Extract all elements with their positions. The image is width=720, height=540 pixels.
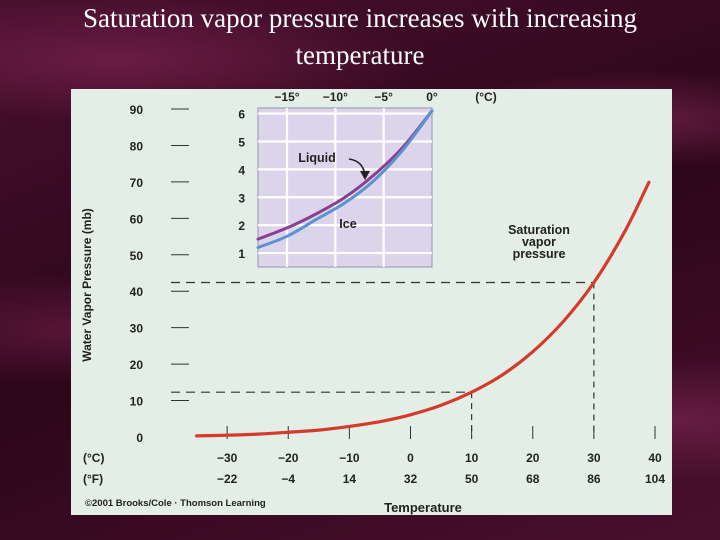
y-tick-label-80: 80	[130, 139, 144, 153]
inset-x-tick-label-0: −15°	[274, 90, 299, 104]
annotation-line-3: pressure	[513, 247, 566, 261]
y-tick-label-30: 30	[130, 322, 144, 336]
y-tick-label-70: 70	[130, 176, 144, 190]
x-tick-label-f-104: 104	[645, 472, 665, 486]
inset-x-unit: (°C)	[475, 90, 496, 104]
x-tick-label-c-20: 20	[526, 451, 540, 465]
slide-title-line2: temperature	[295, 40, 425, 70]
x-tick-label-c-10: 10	[465, 451, 479, 465]
saturation-curve	[195, 180, 651, 438]
inset-y-tick-label-6: 6	[238, 108, 245, 122]
y-tick-label-90: 90	[130, 103, 144, 117]
x-tick-label-c--10: −10	[339, 451, 360, 465]
x-tick-label-c--30: −30	[217, 451, 238, 465]
x-tick-label-c--20: −20	[278, 451, 299, 465]
y-axis-label: Water Vapor Pressure (mb)	[80, 208, 94, 362]
inset-y-tick-label-2: 2	[238, 219, 245, 233]
y-tick-label-40: 40	[130, 285, 144, 299]
x-tick-label-f-32: 32	[404, 472, 418, 486]
inset-arrow-head	[360, 171, 370, 180]
y-tick-label-50: 50	[130, 249, 144, 263]
slide-title-line1: Saturation vapor pressure increases with…	[82, 3, 638, 33]
slide-title: Saturation vapor pressure increases with…	[0, 0, 720, 74]
inset-plot-area	[257, 107, 433, 268]
inset-label-liquid: Liquid	[298, 151, 336, 165]
y-tick-label-0: 0	[136, 431, 143, 445]
x-unit-celsius: (°C)	[83, 451, 104, 465]
inset-x-tick-label-1: −10°	[323, 90, 348, 104]
inset-curve-liquid	[256, 109, 434, 241]
inset-x-tick-label-2: −5°	[374, 90, 393, 104]
x-tick-label-f-14: 14	[343, 472, 357, 486]
inset-curve-ice	[256, 109, 434, 249]
x-tick-label-f-68: 68	[526, 472, 540, 486]
inset-y-tick-label-1: 1	[238, 247, 245, 261]
x-tick-label-c-30: 30	[587, 451, 601, 465]
x-unit-fahrenheit: (°F)	[83, 472, 103, 486]
x-tick-label-f-50: 50	[465, 472, 479, 486]
x-tick-label-c-40: 40	[648, 451, 662, 465]
y-tick-label-20: 20	[130, 358, 144, 372]
inset-y-tick-label-4: 4	[238, 163, 245, 177]
inset-x-tick-label-3: 0°	[426, 90, 438, 104]
inset-label-ice: Ice	[339, 217, 356, 231]
x-tick-label-f--22: −22	[217, 472, 238, 486]
chart-figure: 0 10 20 30 40 50 60 70 80 90 Water Vapor Pressure …	[71, 89, 672, 515]
inset-y-tick-label-5: 5	[238, 135, 245, 149]
x-tick-label-f--4: −4	[281, 472, 295, 486]
x-tick-label-f-86: 86	[587, 472, 601, 486]
x-tick-label-c-0: 0	[407, 451, 414, 465]
x-axis-label: Temperature	[384, 500, 462, 515]
annotation-line-2: vapor	[522, 235, 556, 249]
y-tick-label-10: 10	[130, 395, 144, 409]
y-tick-label-60: 60	[130, 212, 144, 226]
inset-y-tick-label-3: 3	[238, 191, 245, 205]
copyright-text: ©2001 Brooks/Cole · Thomson Learning	[85, 498, 266, 509]
annotation-line-1: Saturation	[508, 223, 570, 237]
